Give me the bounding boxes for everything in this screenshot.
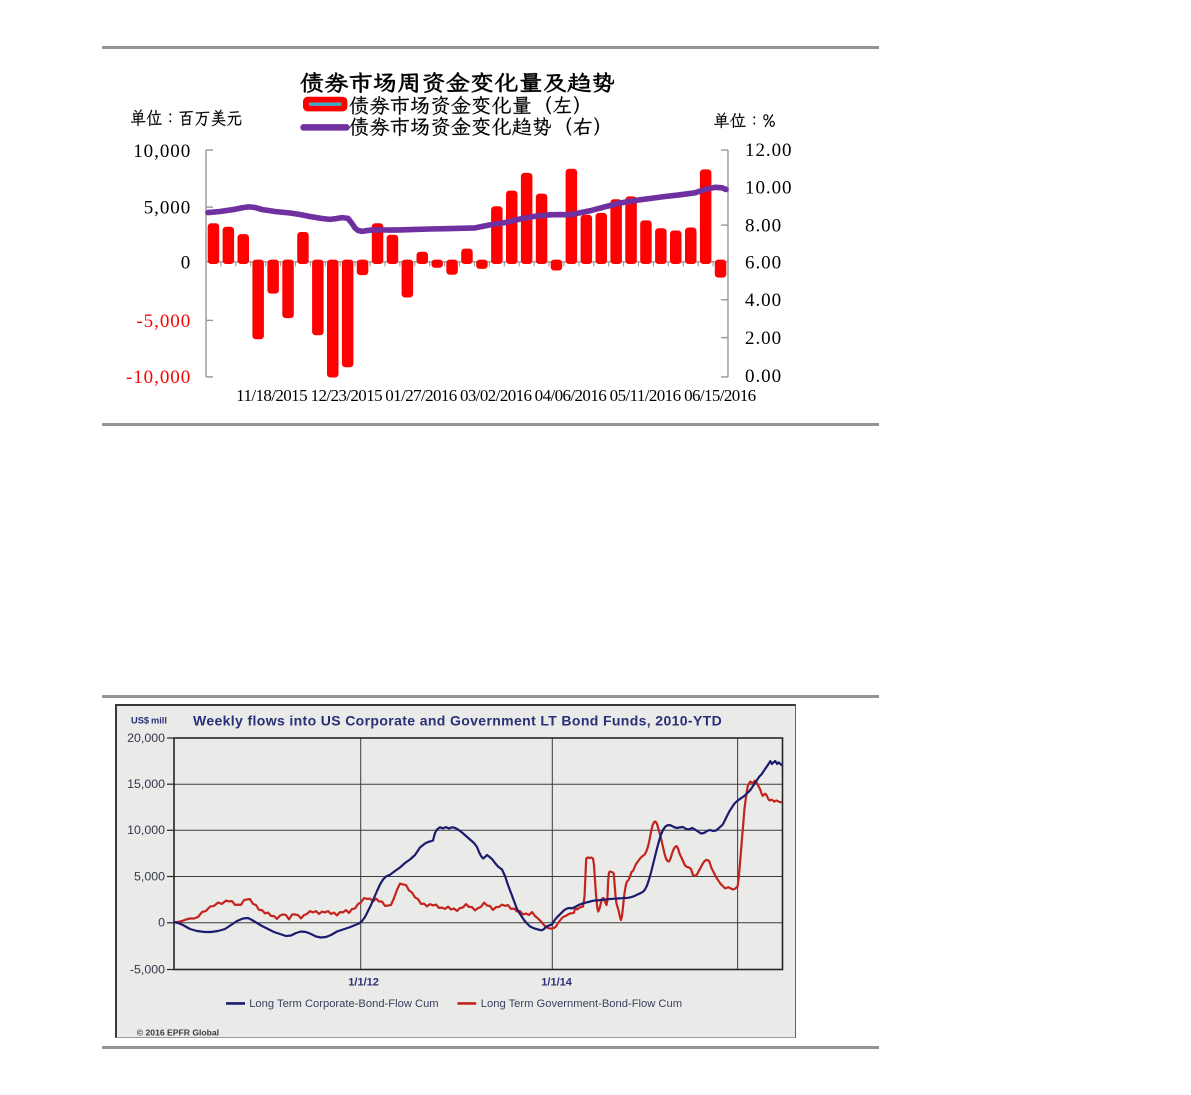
svg-text:10.00: 10.00 — [745, 178, 793, 199]
svg-text:20,000: 20,000 — [127, 731, 165, 745]
svg-text:© 2016 EPFR Global: © 2016 EPFR Global — [137, 1028, 219, 1038]
svg-text:12.00: 12.00 — [745, 140, 793, 161]
svg-text:5,000: 5,000 — [144, 198, 192, 219]
svg-text:4.00: 4.00 — [745, 290, 782, 311]
svg-text:-5,000: -5,000 — [136, 311, 191, 332]
svg-text:0: 0 — [158, 916, 165, 930]
svg-text:15,000: 15,000 — [127, 777, 165, 791]
svg-text:Long Term Corporate-Bond-Flow: Long Term Corporate-Bond-Flow Cum — [249, 998, 438, 1010]
svg-text:03/02/2016: 03/02/2016 — [460, 386, 532, 405]
svg-text:0.00: 0.00 — [745, 366, 782, 387]
svg-text:-5,000: -5,000 — [130, 962, 165, 976]
svg-text:0: 0 — [181, 252, 191, 273]
svg-text:04/06/2016: 04/06/2016 — [535, 386, 607, 405]
svg-text:10,000: 10,000 — [133, 141, 191, 162]
svg-text:12/23/2015: 12/23/2015 — [311, 386, 383, 405]
svg-text:2.00: 2.00 — [745, 328, 782, 349]
svg-text:6.00: 6.00 — [745, 252, 782, 273]
svg-text:Long Term Government-Bond-Flow: Long Term Government-Bond-Flow Cum — [481, 998, 682, 1010]
svg-text:06/15/2016: 06/15/2016 — [684, 386, 756, 405]
svg-text:1/1/12: 1/1/12 — [348, 976, 379, 988]
svg-text:05/11/2016: 05/11/2016 — [610, 386, 681, 405]
svg-text:1/1/14: 1/1/14 — [541, 976, 572, 988]
svg-text:01/27/2016: 01/27/2016 — [385, 386, 457, 405]
svg-text:8.00: 8.00 — [745, 216, 782, 237]
svg-text:11/18/2015: 11/18/2015 — [236, 386, 307, 405]
svg-text:US$ mill: US$ mill — [131, 715, 167, 725]
svg-text:5,000: 5,000 — [134, 869, 165, 883]
svg-text:Weekly flows into US Corporate: Weekly flows into US Corporate and Gover… — [193, 712, 722, 728]
svg-text:10,000: 10,000 — [127, 823, 165, 837]
svg-text:-10,000: -10,000 — [126, 367, 191, 388]
